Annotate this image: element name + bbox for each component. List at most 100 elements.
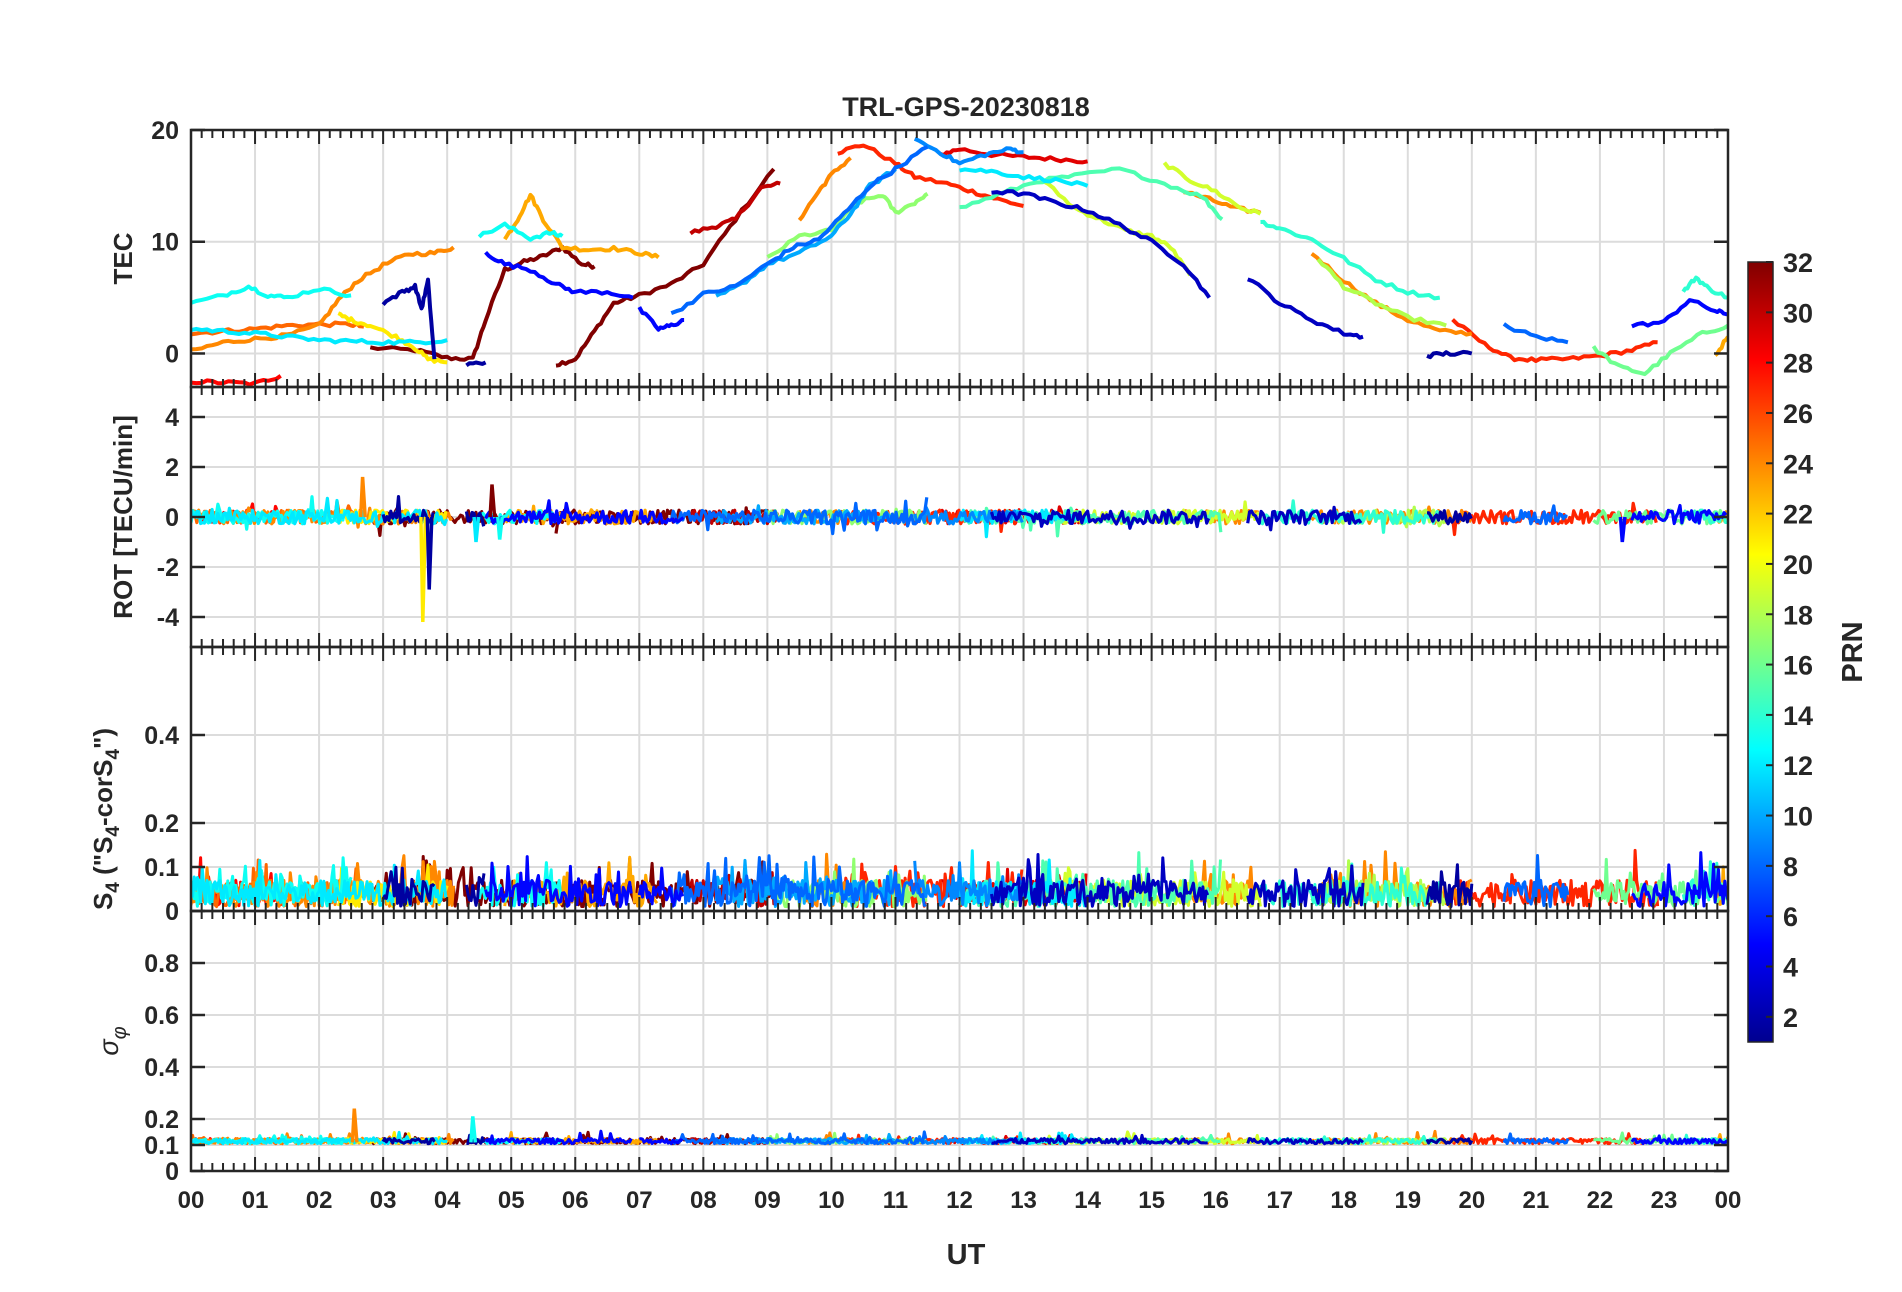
x-tick-label: 06: [562, 1187, 589, 1214]
x-tick-label: 13: [1010, 1187, 1037, 1214]
colorbar-label: PRN: [1837, 621, 1869, 682]
tec-trace-prn-9: [913, 136, 1024, 166]
rot-trace-prn-5: [637, 508, 685, 525]
rot-y-tick-label: 0: [165, 504, 179, 532]
colorbar-gradient: [1747, 261, 1774, 1043]
tec-trace-prn-12: [959, 167, 1089, 188]
tec-trace-prn-2: [381, 277, 437, 360]
tec-y-label: TEC: [108, 232, 138, 284]
x-tick-label: 15: [1138, 1187, 1165, 1214]
tec-trace-prn-8: [1502, 322, 1569, 345]
s4-trace-prn-5: [484, 855, 633, 908]
sigma-y-label: σφ: [94, 1026, 131, 1055]
tec-y-tick-label: 10: [151, 229, 179, 257]
rot-trace-prn-2: [1427, 509, 1473, 526]
colorbar-tick-label: 18: [1783, 600, 1813, 630]
rot-trace-prn-3: [1246, 505, 1363, 532]
rot-spike-prn-24: [358, 476, 367, 518]
tec-trace-prn-13: [191, 284, 352, 305]
rot-spike-prn-21: [419, 516, 428, 623]
rot-y-tick-label: 2: [165, 454, 179, 482]
sigma-phi-panel: 00.10.2 0.4 0.6 0.8 σφ: [94, 909, 1730, 1186]
sigma-trace-prn-3: [991, 1133, 1208, 1146]
sigma-trace-prn-8: [670, 1130, 928, 1146]
rot-spike-prn-32: [488, 484, 497, 518]
x-tick-label: 03: [370, 1187, 397, 1214]
sigma-ticks: 00.10.2 0.4 0.6 0.8: [144, 911, 1729, 1186]
s4-y-label: S4 ("S4-corS4"): [88, 728, 124, 910]
s4-panel: 0 0.1 0.2 0.4 S4 ("S4-corS4"): [88, 645, 1730, 926]
sigma-trace-prn-2: [1425, 1137, 1474, 1146]
tec-trace-prn-21: [337, 311, 448, 365]
tec-y-tick-label: 0: [165, 340, 179, 368]
rot-trace-prn-5: [1630, 503, 1728, 526]
sigma-y-tick-label: 0.4: [144, 1054, 179, 1082]
tec-trace-prn-24: [797, 156, 852, 222]
sigma-y-tick-label: 0.6: [144, 1002, 179, 1030]
tec-panel: 0 10 20 TEC: [108, 117, 1730, 389]
colorbar-tick-label: 32: [1783, 248, 1813, 278]
s4-trace-prn-8: [669, 854, 927, 908]
s4-trace-prn-2: [1425, 863, 1474, 909]
x-tick-label: 18: [1330, 1187, 1357, 1214]
tec-trace-prn-12: [191, 326, 448, 347]
x-tick-label: 00: [1715, 1187, 1742, 1214]
tec-trace-prn-28: [191, 374, 282, 387]
tec-traces: [191, 136, 1728, 387]
colorbar-tick-label: 24: [1783, 449, 1813, 479]
tec-trace-prn-5: [637, 306, 685, 332]
x-tick-label: 07: [626, 1187, 653, 1214]
rot-y-tick-label: 4: [165, 404, 179, 432]
rot-spike-prn-12: [472, 516, 481, 543]
chart-title: TRL-GPS-20230818: [842, 92, 1090, 122]
tec-trace-prn-14: [1681, 275, 1728, 300]
tec-trace-prn-30: [689, 180, 781, 236]
s4-trace-prn-3: [1246, 864, 1365, 908]
rot-y-label: ROT [TECU/min]: [108, 415, 138, 619]
rot-spike-prn-5: [1618, 516, 1627, 543]
x-tick-label: 00: [178, 1187, 205, 1214]
rot-trace-prn-8: [669, 497, 929, 536]
rot-trace-prn-2: [381, 495, 435, 525]
x-tick-label: 11: [883, 1187, 908, 1214]
tec-trace-prn-16: [1591, 323, 1728, 377]
x-tick-label: 23: [1651, 1187, 1678, 1214]
rot-panel: -4 -2 0 2 4 ROT [TECU/min]: [108, 385, 1730, 649]
sigma-grid: [190, 911, 1729, 1172]
x-tick-label: 14: [1074, 1187, 1101, 1214]
tec-y-tick-label: 20: [151, 117, 179, 145]
rot-trace-prn-12: [191, 496, 449, 528]
s4-y-tick-label: 0: [165, 898, 179, 926]
tec-trace-prn-24: [191, 245, 455, 352]
colorbar-tick-label: 30: [1783, 298, 1813, 328]
colorbar-tick-label: 4: [1783, 953, 1798, 983]
rot-trace-prn-5: [484, 499, 634, 526]
x-tick-label: 16: [1202, 1187, 1229, 1214]
tec-trace-prn-27: [1451, 318, 1658, 363]
x-tick-label: 02: [306, 1187, 333, 1214]
s4-trace-prn-5: [637, 866, 684, 908]
sigma-y-tick-label: 0: [165, 1158, 179, 1186]
rot-ticks: -4 -2 0 2 4: [157, 387, 1729, 647]
x-tick-label: 12: [946, 1187, 973, 1214]
tec-trace-prn-3: [1247, 277, 1364, 340]
tec-trace-prn-23: [503, 192, 660, 259]
x-tick-label: 09: [754, 1187, 781, 1214]
colorbar-tick-label: 14: [1783, 701, 1813, 731]
rot-y-tick-label: -2: [157, 554, 179, 582]
tec-trace-prn-17: [766, 192, 929, 259]
s4-y-tick-label: 0.1: [144, 854, 179, 882]
sigma-trace-prn-2: [381, 1137, 436, 1146]
tec-trace-prn-8: [670, 144, 929, 315]
tec-trace-prn-3: [991, 189, 1211, 299]
sigma-y-tick-label: 0.8: [144, 950, 179, 978]
colorbar-tick-label: 26: [1783, 399, 1813, 429]
colorbar-tick-label: 12: [1783, 751, 1813, 781]
s4-trace-prn-5: [1631, 851, 1728, 908]
sigma-spike-prn-24: [350, 1108, 359, 1143]
colorbar-tick-label: 28: [1783, 349, 1813, 379]
x-axis-label: UT: [947, 1239, 986, 1271]
